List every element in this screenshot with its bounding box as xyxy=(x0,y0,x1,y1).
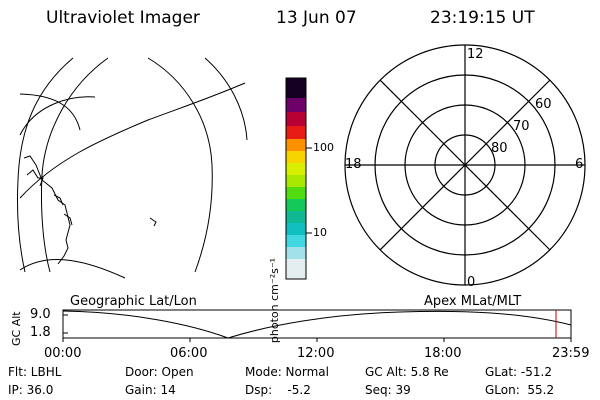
gc-alt-value: GC Alt: 5.8 Re xyxy=(365,365,449,379)
meridian-arc-2 xyxy=(40,57,109,273)
glon-value: GLon: 55.2 xyxy=(485,383,555,397)
colorbar-seg-2 xyxy=(286,98,306,112)
polar-diagonal-2 xyxy=(379,79,551,251)
coast-detail xyxy=(53,194,73,226)
colorbar-seg-9 xyxy=(286,187,306,199)
timeline-y-label: GC Alt xyxy=(10,311,23,346)
colorbar-seg-7 xyxy=(286,163,306,175)
date-label: 13 Jun 07 xyxy=(276,8,357,28)
timeline-plot xyxy=(62,309,572,342)
mlt-label-6: 6 xyxy=(575,157,584,172)
instrument-title: Ultraviolet Imager xyxy=(46,8,200,28)
colorbar-seg-11 xyxy=(286,211,306,223)
colorbar-seg-13 xyxy=(286,235,306,247)
colorbar-frame xyxy=(285,77,307,280)
timeline-xtick-label-2359: 23:59 xyxy=(552,346,590,361)
ip-value: IP: 36.0 xyxy=(8,383,54,397)
timeline-ytick-label-high: 9.0 xyxy=(30,307,51,322)
colorbar-seg-4 xyxy=(286,126,306,139)
geographic-latlon-title: Geographic Lat/Lon xyxy=(70,294,197,309)
colorbar-unit-label: photon cm⁻²s⁻¹ xyxy=(268,257,281,344)
colorbar-seg-14 xyxy=(286,247,306,259)
colorbar-seg-1 xyxy=(286,78,306,98)
mlt-label-0: 0 xyxy=(467,275,476,290)
latitude-arc-2 xyxy=(19,82,246,199)
glat-value: GLat: -51.2 xyxy=(485,365,552,379)
polar-grid xyxy=(344,44,586,286)
colorbar-seg-3 xyxy=(286,112,306,126)
colorbar-seg-10 xyxy=(286,199,306,211)
time-label: 23:19:15 UT xyxy=(430,8,535,28)
mode-value: Mode: Normal xyxy=(245,365,329,379)
seq-value: Seq: 39 xyxy=(365,383,411,397)
colorbar-seg-8 xyxy=(286,175,306,187)
mlat-label-80: 80 xyxy=(491,141,508,156)
meridian-arc-3 xyxy=(147,57,213,273)
colorbar-label-100: 100 xyxy=(313,141,334,154)
mlt-label-18: 18 xyxy=(345,157,362,172)
apex-mlat-mlt-title: Apex MLat/MLT xyxy=(424,294,522,309)
colorbar-seg-15 xyxy=(286,259,306,279)
geographic-map xyxy=(16,57,248,279)
latitude-arc-1 xyxy=(19,96,96,136)
colorbar-seg-5 xyxy=(286,139,306,151)
timeline-xtick-label-06: 06:00 xyxy=(170,346,208,361)
meridian-arc-1 xyxy=(16,57,74,273)
mlt-label-12: 12 xyxy=(467,47,484,62)
mlat-label-60: 60 xyxy=(535,97,552,112)
colorbar-seg-12 xyxy=(286,223,306,235)
altitude-curve xyxy=(62,310,572,339)
timeline-ytick-label-low: 1.8 xyxy=(30,325,51,340)
filter-value: Flt: LBHL xyxy=(8,365,62,379)
dsp-value: Dsp: -5.2 xyxy=(245,383,311,397)
colorbar-seg-6 xyxy=(286,151,306,163)
colorbar xyxy=(285,77,312,280)
mlat-label-70: 70 xyxy=(513,119,530,134)
timeline-xtick-label-00: 00:00 xyxy=(44,346,82,361)
meridian-arc-5 xyxy=(19,93,81,131)
timeline-xtick-label-18: 18:00 xyxy=(424,346,462,361)
latitude-arc-3 xyxy=(19,259,126,279)
timeline-xtick-label-12: 12:00 xyxy=(297,346,335,361)
colorbar-label-10: 10 xyxy=(313,226,327,239)
gain-value: Gain: 14 xyxy=(125,383,176,397)
meridian-arc-4 xyxy=(204,57,248,141)
timeline-frame xyxy=(62,309,572,339)
door-value: Door: Open xyxy=(125,365,194,379)
coastline xyxy=(23,155,157,265)
